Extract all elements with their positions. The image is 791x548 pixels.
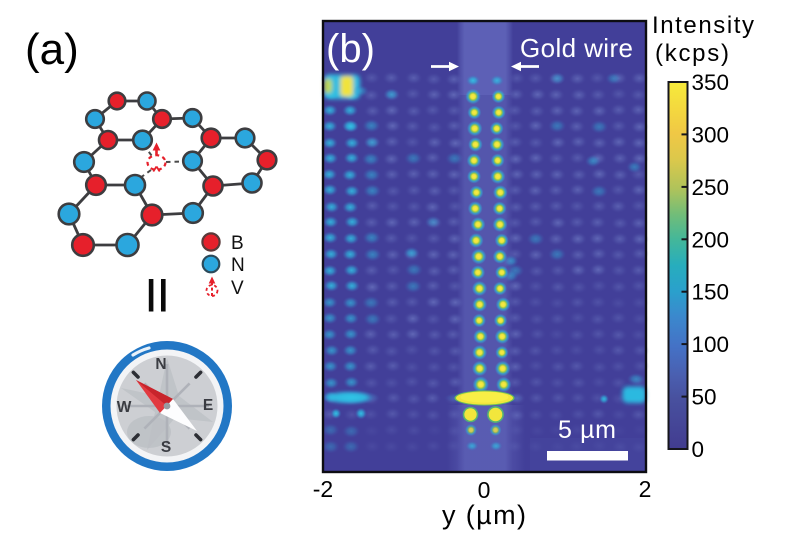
svg-text:5 µm: 5 µm bbox=[558, 416, 616, 444]
svg-text:N: N bbox=[231, 255, 245, 276]
svg-text:y (µm): y (µm) bbox=[442, 500, 526, 530]
svg-text:(b): (b) bbox=[326, 27, 375, 71]
svg-text:0: 0 bbox=[692, 437, 705, 462]
svg-text:50: 50 bbox=[692, 385, 717, 410]
svg-text:E: E bbox=[203, 397, 213, 414]
svg-text:200: 200 bbox=[692, 227, 730, 252]
svg-text:Gold wire: Gold wire bbox=[520, 33, 633, 63]
svg-text:350: 350 bbox=[692, 70, 730, 95]
svg-text:N: N bbox=[155, 356, 166, 373]
svg-text:250: 250 bbox=[692, 175, 730, 200]
svg-text:100: 100 bbox=[692, 332, 730, 357]
svg-text:(a): (a) bbox=[25, 25, 79, 74]
svg-text:W: W bbox=[117, 399, 132, 416]
svg-text:0: 0 bbox=[478, 477, 491, 503]
svg-text:V: V bbox=[231, 278, 244, 299]
svg-text:-2: -2 bbox=[313, 476, 333, 502]
svg-text:S: S bbox=[161, 439, 171, 456]
svg-text:(kcps): (kcps) bbox=[655, 40, 729, 67]
svg-text:150: 150 bbox=[692, 280, 730, 305]
svg-text:Intensity: Intensity bbox=[652, 12, 754, 39]
svg-text:300: 300 bbox=[692, 122, 730, 147]
svg-text:2: 2 bbox=[639, 476, 652, 502]
svg-text:B: B bbox=[231, 233, 244, 254]
